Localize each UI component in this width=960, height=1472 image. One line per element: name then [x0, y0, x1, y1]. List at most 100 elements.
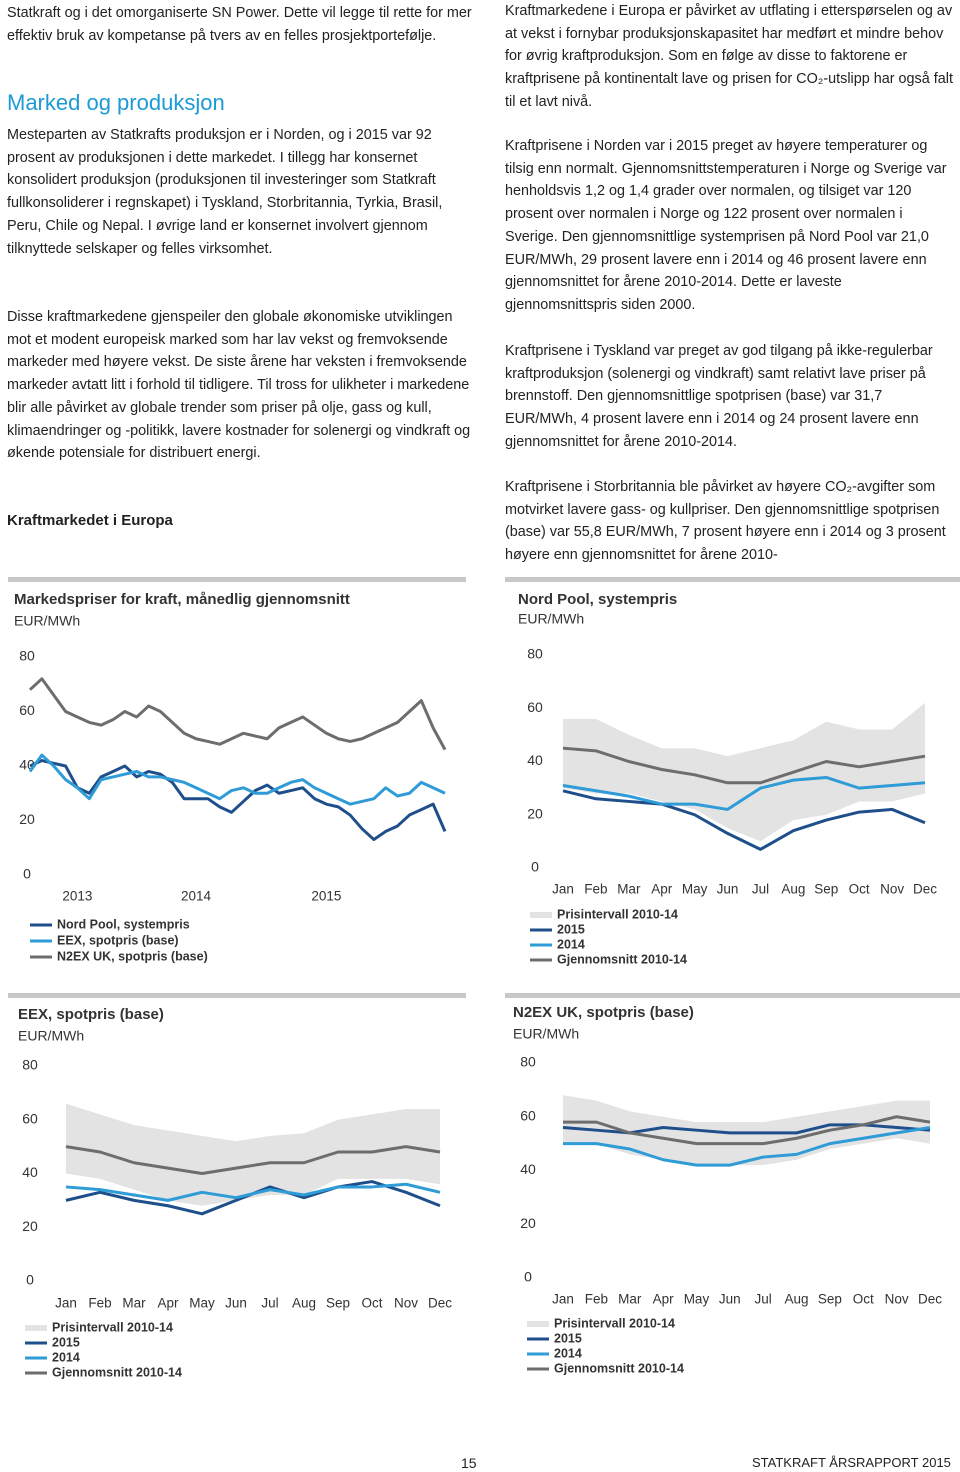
section-heading: Marked og produksjon [7, 90, 225, 115]
price-range-band [66, 1103, 440, 1206]
x-tick-label: Feb [585, 1292, 608, 1307]
y-tick-label: 20 [527, 805, 543, 821]
paragraph: Kraftprisene i Tyskland var preget av go… [505, 343, 933, 450]
chart: Nord Pool, systempris EUR/MWh 0 20 40 60 80 Jan… [505, 577, 960, 966]
series-line [562, 746, 926, 785]
paragraph: Mesteparten av Statkrafts produksjon er … [7, 127, 443, 257]
x-tick-label: Jun [717, 882, 739, 897]
y-axis-unit: EUR/MWh [18, 1028, 84, 1044]
legend-label: 2015 [52, 1335, 80, 1349]
y-tick-label: 80 [22, 1057, 38, 1073]
y-tick-label: 0 [524, 1269, 532, 1285]
series-line [65, 1145, 441, 1175]
x-tick-label: Jul [752, 882, 769, 897]
legend-label: 2014 [52, 1350, 80, 1364]
chart: Markedspriser for kraft, månedlig gjenno… [8, 577, 466, 963]
y-tick-label: 20 [19, 811, 35, 827]
paragraph: Kraftmarkedene i Europa er påvirket av u… [505, 3, 953, 110]
x-tick-label: Mar [618, 1292, 642, 1307]
x-tick-label: Oct [361, 1296, 382, 1311]
x-tick-label: Jul [755, 1292, 772, 1307]
x-tick-label: Dec [918, 1292, 942, 1307]
chart-title: Nord Pool, systempris [518, 591, 677, 608]
x-tick-label: Sep [326, 1296, 350, 1311]
paragraph: Kraftprisene i Norden var i 2015 preget … [505, 138, 947, 313]
x-tick-label: Nov [394, 1296, 418, 1311]
legend-label: N2EX UK, spotpris (base) [57, 949, 208, 963]
legend-label: Prisintervall 2010-14 [554, 1316, 675, 1330]
x-tick-label: Feb [584, 882, 607, 897]
legend-label: 2015 [557, 922, 585, 936]
paragraph: Statkraft og i det omorganiserte SN Powe… [7, 5, 472, 44]
series-line [28, 753, 446, 806]
legend-label: Prisintervall 2010-14 [52, 1320, 173, 1334]
paragraph: Kraftprisene i Storbritannia ble påvirke… [505, 479, 946, 564]
x-tick-label: Jun [719, 1292, 741, 1307]
legend-label: EEX, spotpris (base) [57, 933, 179, 947]
publication-name: STATKRAFT ÅRSRAPPORT 2015 [752, 1455, 951, 1470]
x-tick-label: Jan [552, 882, 574, 897]
x-tick-label: May [682, 882, 708, 897]
x-tick-label: Jul [261, 1296, 278, 1311]
x-tick-label: Dec [913, 882, 937, 897]
x-tick-label: May [189, 1296, 215, 1311]
x-tick-label: Mar [617, 882, 641, 897]
chart-top-rule [505, 577, 960, 582]
y-tick-label: 0 [26, 1272, 34, 1288]
series-line [562, 789, 926, 851]
y-tick-label: 80 [527, 646, 543, 662]
y-axis-unit: EUR/MWh [513, 1026, 579, 1042]
chart-top-rule [8, 993, 466, 998]
x-tick-label: Oct [853, 1292, 874, 1307]
x-tick-label: May [684, 1292, 710, 1307]
price-range-band [563, 1095, 930, 1166]
legend-label: 2015 [554, 1331, 582, 1345]
y-tick-label: 20 [22, 1218, 38, 1234]
series-line [65, 1182, 441, 1202]
y-tick-label: 60 [520, 1107, 536, 1123]
y-tick-label: 60 [22, 1110, 38, 1126]
x-tick-label: 2015 [311, 889, 341, 904]
y-tick-label: 60 [527, 699, 543, 715]
y-tick-label: 80 [19, 648, 35, 664]
legend-label: Nord Pool, systempris [57, 917, 190, 931]
x-tick-label: Aug [785, 1292, 809, 1307]
legend-label: 2014 [557, 937, 585, 951]
legend-label: Gjennomsnitt 2010-14 [52, 1365, 182, 1379]
chart-title: Markedspriser for kraft, månedlig gjenno… [14, 591, 350, 608]
y-tick-label: 40 [527, 752, 543, 768]
y-tick-label: 80 [520, 1054, 536, 1070]
y-tick-label: 0 [23, 866, 31, 882]
x-tick-label: Nov [885, 1292, 909, 1307]
x-tick-label: Dec [428, 1296, 452, 1311]
series-line [28, 677, 447, 751]
x-tick-label: 2014 [181, 889, 212, 904]
chart: EEX, spotpris (base) EUR/MWh 0 20 40 60 80 Jan F… [8, 993, 466, 1379]
x-tick-label: Aug [292, 1296, 316, 1311]
chart-title: EEX, spotpris (base) [18, 1006, 164, 1023]
x-tick-label: Oct [849, 882, 870, 897]
legend-label: Gjennomsnitt 2010-14 [557, 952, 687, 966]
y-tick-label: 0 [531, 859, 539, 875]
legend-label: Gjennomsnitt 2010-14 [554, 1361, 684, 1375]
series-line [563, 1126, 931, 1167]
x-tick-label: Mar [122, 1296, 146, 1311]
series-line [563, 1115, 931, 1146]
y-axis-unit: EUR/MWh [518, 611, 584, 627]
chart-top-rule [8, 577, 466, 582]
x-tick-label: Aug [781, 882, 805, 897]
y-tick-label: 20 [520, 1215, 536, 1231]
chart-top-rule [505, 993, 960, 998]
legend-label: 2014 [554, 1346, 582, 1360]
x-tick-label: Jan [552, 1292, 574, 1307]
x-tick-label: 2013 [62, 889, 92, 904]
x-tick-label: Sep [814, 882, 838, 897]
y-axis-unit: EUR/MWh [14, 613, 80, 629]
y-tick-label: 40 [520, 1161, 536, 1177]
subheading: Kraftmarkedet i Europa [7, 512, 173, 529]
chart-title: N2EX UK, spotpris (base) [513, 1004, 694, 1021]
legend-label: Prisintervall 2010-14 [557, 907, 678, 921]
series-line [562, 775, 926, 811]
x-tick-label: Jun [225, 1296, 247, 1311]
